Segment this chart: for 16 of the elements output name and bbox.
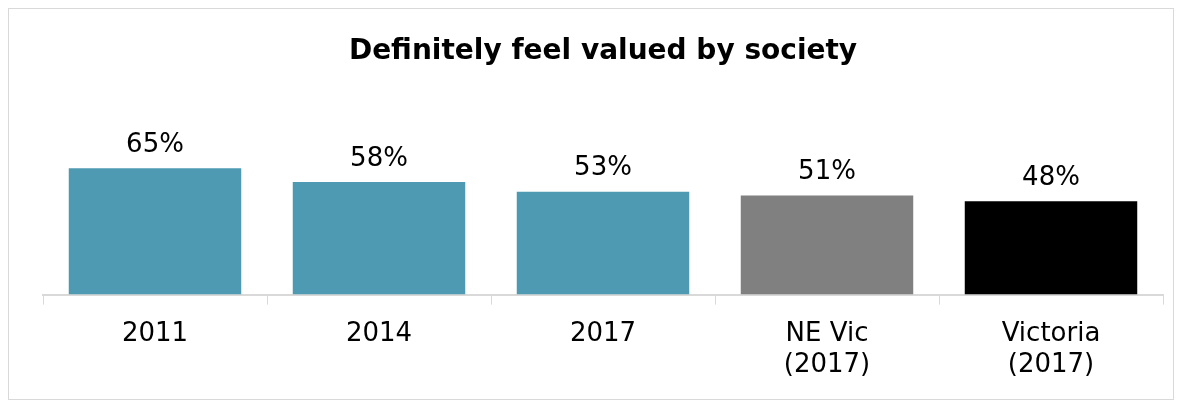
data-label: 65%: [126, 128, 184, 159]
bar: [740, 195, 914, 295]
data-label: 48%: [1022, 161, 1080, 192]
x-tick-label: 2011: [121, 316, 189, 347]
chart-title: Definitely feel valued by society: [348, 33, 858, 67]
bar: [68, 168, 242, 295]
data-label: 53%: [574, 151, 632, 182]
x-tick-label: Victoria (2017): [1001, 316, 1101, 379]
data-label: 51%: [798, 155, 856, 186]
x-tick-label: NE Vic (2017): [783, 316, 871, 379]
bar: [516, 191, 690, 295]
data-label: 58%: [350, 141, 408, 172]
bar: [292, 181, 466, 295]
bar: [964, 201, 1138, 295]
x-tick-label: 2017: [569, 316, 637, 347]
x-tick-label: 2014: [345, 316, 413, 347]
